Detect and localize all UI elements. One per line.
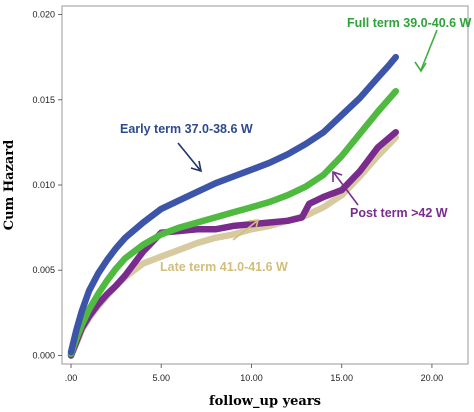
data-point-early-term-37-0-38-6-w xyxy=(177,198,182,203)
data-point-full-term-39-0-40-6-w xyxy=(213,215,218,220)
y-axis-title: Cum Hazard xyxy=(2,140,17,231)
data-point-full-term-39-0-40-6-w xyxy=(393,89,398,94)
x-tick-label: 10.00 xyxy=(240,373,263,383)
series-line-post-term-42-w xyxy=(67,128,400,359)
data-point-full-term-39-0-40-6-w xyxy=(339,153,344,159)
x-tick-label: .00 xyxy=(65,373,78,383)
data-point-early-term-37-0-38-6-w xyxy=(159,206,164,212)
data-point-post-term-42-w xyxy=(357,169,362,174)
data-point-full-term-39-0-40-6-w xyxy=(123,256,128,261)
data-point-late-term-41-0-41-6-w xyxy=(213,235,218,240)
data-point-post-term-42-w xyxy=(267,220,272,225)
data-point-early-term-37-0-38-6-w xyxy=(321,130,326,135)
data-point-early-term-37-0-38-6-w xyxy=(357,95,362,101)
early-term-label: Early term 37.0-38.6 W xyxy=(120,122,253,136)
data-point-late-term-41-0-41-6-w xyxy=(249,227,254,232)
x-tick-label: 5.00 xyxy=(152,373,170,383)
y-tick-label: 0.010 xyxy=(32,180,55,190)
data-point-post-term-42-w xyxy=(393,130,398,135)
data-point-early-term-37-0-38-6-w xyxy=(375,75,380,80)
post-term-arrow xyxy=(332,170,359,206)
data-point-early-term-37-0-38-6-w xyxy=(113,245,119,251)
data-point-full-term-39-0-40-6-w xyxy=(231,210,236,215)
data-point-post-term-42-w xyxy=(375,145,380,150)
data-point-early-term-37-0-38-6-w xyxy=(393,54,398,60)
data-point-early-term-37-0-38-6-w xyxy=(79,309,85,314)
x-axis-title: follow_up years xyxy=(209,394,321,409)
data-point-post-term-42-w xyxy=(141,249,146,254)
data-point-post-term-42-w xyxy=(307,201,312,206)
data-point-post-term-42-w xyxy=(299,215,305,220)
data-point-early-term-37-0-38-6-w xyxy=(68,349,74,355)
data-point-early-term-37-0-38-6-w xyxy=(195,189,200,194)
data-point-early-term-37-0-38-6-w xyxy=(249,167,254,172)
data-point-full-term-39-0-40-6-w xyxy=(285,193,290,198)
data-point-full-term-39-0-40-6-w xyxy=(159,232,164,237)
series-line-early-term-37-0-38-6-w xyxy=(67,53,400,356)
data-point-full-term-39-0-40-6-w xyxy=(249,205,254,210)
data-point-post-term-42-w xyxy=(339,187,344,193)
data-point-early-term-37-0-38-6-w xyxy=(95,271,101,276)
data-point-full-term-39-0-40-6-w xyxy=(104,278,110,283)
data-point-early-term-37-0-38-6-w xyxy=(386,63,391,68)
data-point-full-term-39-0-40-6-w xyxy=(375,109,380,114)
post-term-label: Post term >42 W xyxy=(350,206,448,220)
data-point-early-term-37-0-38-6-w xyxy=(86,288,92,293)
late-term-arrow xyxy=(232,219,260,241)
y-tick-label: 0.000 xyxy=(32,350,55,360)
data-point-early-term-37-0-38-6-w xyxy=(267,160,272,165)
data-point-full-term-39-0-40-6-w xyxy=(95,291,101,297)
x-tick-label: 15.00 xyxy=(330,373,353,383)
x-tick-label: 20.00 xyxy=(421,373,444,383)
full-term-arrow xyxy=(414,29,438,73)
data-point-full-term-39-0-40-6-w xyxy=(113,266,119,271)
data-point-late-term-41-0-41-6-w xyxy=(141,261,146,266)
data-point-late-term-41-0-41-6-w xyxy=(231,232,236,237)
data-point-early-term-37-0-38-6-w xyxy=(123,235,128,240)
data-point-early-term-37-0-38-6-w xyxy=(339,112,344,118)
data-point-late-term-41-0-41-6-w xyxy=(375,153,380,159)
data-point-post-term-42-w xyxy=(195,227,200,232)
data-point-post-term-42-w xyxy=(95,302,101,307)
data-point-post-term-42-w xyxy=(231,223,236,229)
data-point-early-term-37-0-38-6-w xyxy=(231,174,236,179)
data-point-post-term-42-w xyxy=(123,273,128,278)
data-point-early-term-37-0-38-6-w xyxy=(285,152,290,157)
y-tick-label: 0.005 xyxy=(32,265,55,275)
late-term-label: Late term 41.0-41.6 W xyxy=(160,260,288,274)
plot-area-frame xyxy=(61,5,469,365)
axis-ticks: 0.000 0.005 0.010 0.015 0.020 .00 5.00 10.00 15.… xyxy=(32,10,443,383)
data-point-late-term-41-0-41-6-w xyxy=(177,247,182,252)
data-point-full-term-39-0-40-6-w xyxy=(267,199,272,205)
data-point-full-term-39-0-40-6-w xyxy=(177,225,182,230)
data-point-post-term-42-w xyxy=(321,194,326,200)
data-point-late-term-41-0-41-6-w xyxy=(321,205,326,210)
data-point-full-term-39-0-40-6-w xyxy=(321,172,326,177)
data-point-post-term-42-w xyxy=(113,283,119,288)
full-term-label: Full term 39.0-40.6 W xyxy=(347,16,472,30)
data-point-early-term-37-0-38-6-w xyxy=(141,220,146,225)
data-point-full-term-39-0-40-6-w xyxy=(195,220,200,225)
series-layer xyxy=(67,53,400,359)
data-point-full-term-39-0-40-6-w xyxy=(86,307,92,312)
data-point-late-term-41-0-41-6-w xyxy=(195,240,200,246)
y-tick-label: 0.015 xyxy=(32,95,55,105)
data-point-early-term-37-0-38-6-w xyxy=(74,327,79,333)
annotation-arrows xyxy=(177,29,438,241)
data-point-early-term-37-0-38-6-w xyxy=(104,257,110,263)
data-point-early-term-37-0-38-6-w xyxy=(213,181,218,186)
data-point-full-term-39-0-40-6-w xyxy=(303,184,308,189)
data-point-full-term-39-0-40-6-w xyxy=(141,242,146,247)
data-point-late-term-41-0-41-6-w xyxy=(159,254,164,259)
data-point-late-term-41-0-41-6-w xyxy=(339,193,344,198)
y-tick-label: 0.020 xyxy=(32,10,55,20)
data-point-post-term-42-w xyxy=(285,218,290,223)
data-point-full-term-39-0-40-6-w xyxy=(357,131,362,137)
data-point-post-term-42-w xyxy=(213,227,218,232)
data-point-post-term-42-w xyxy=(104,291,110,297)
data-point-early-term-37-0-38-6-w xyxy=(303,141,308,147)
early-term-arrow xyxy=(177,142,203,173)
